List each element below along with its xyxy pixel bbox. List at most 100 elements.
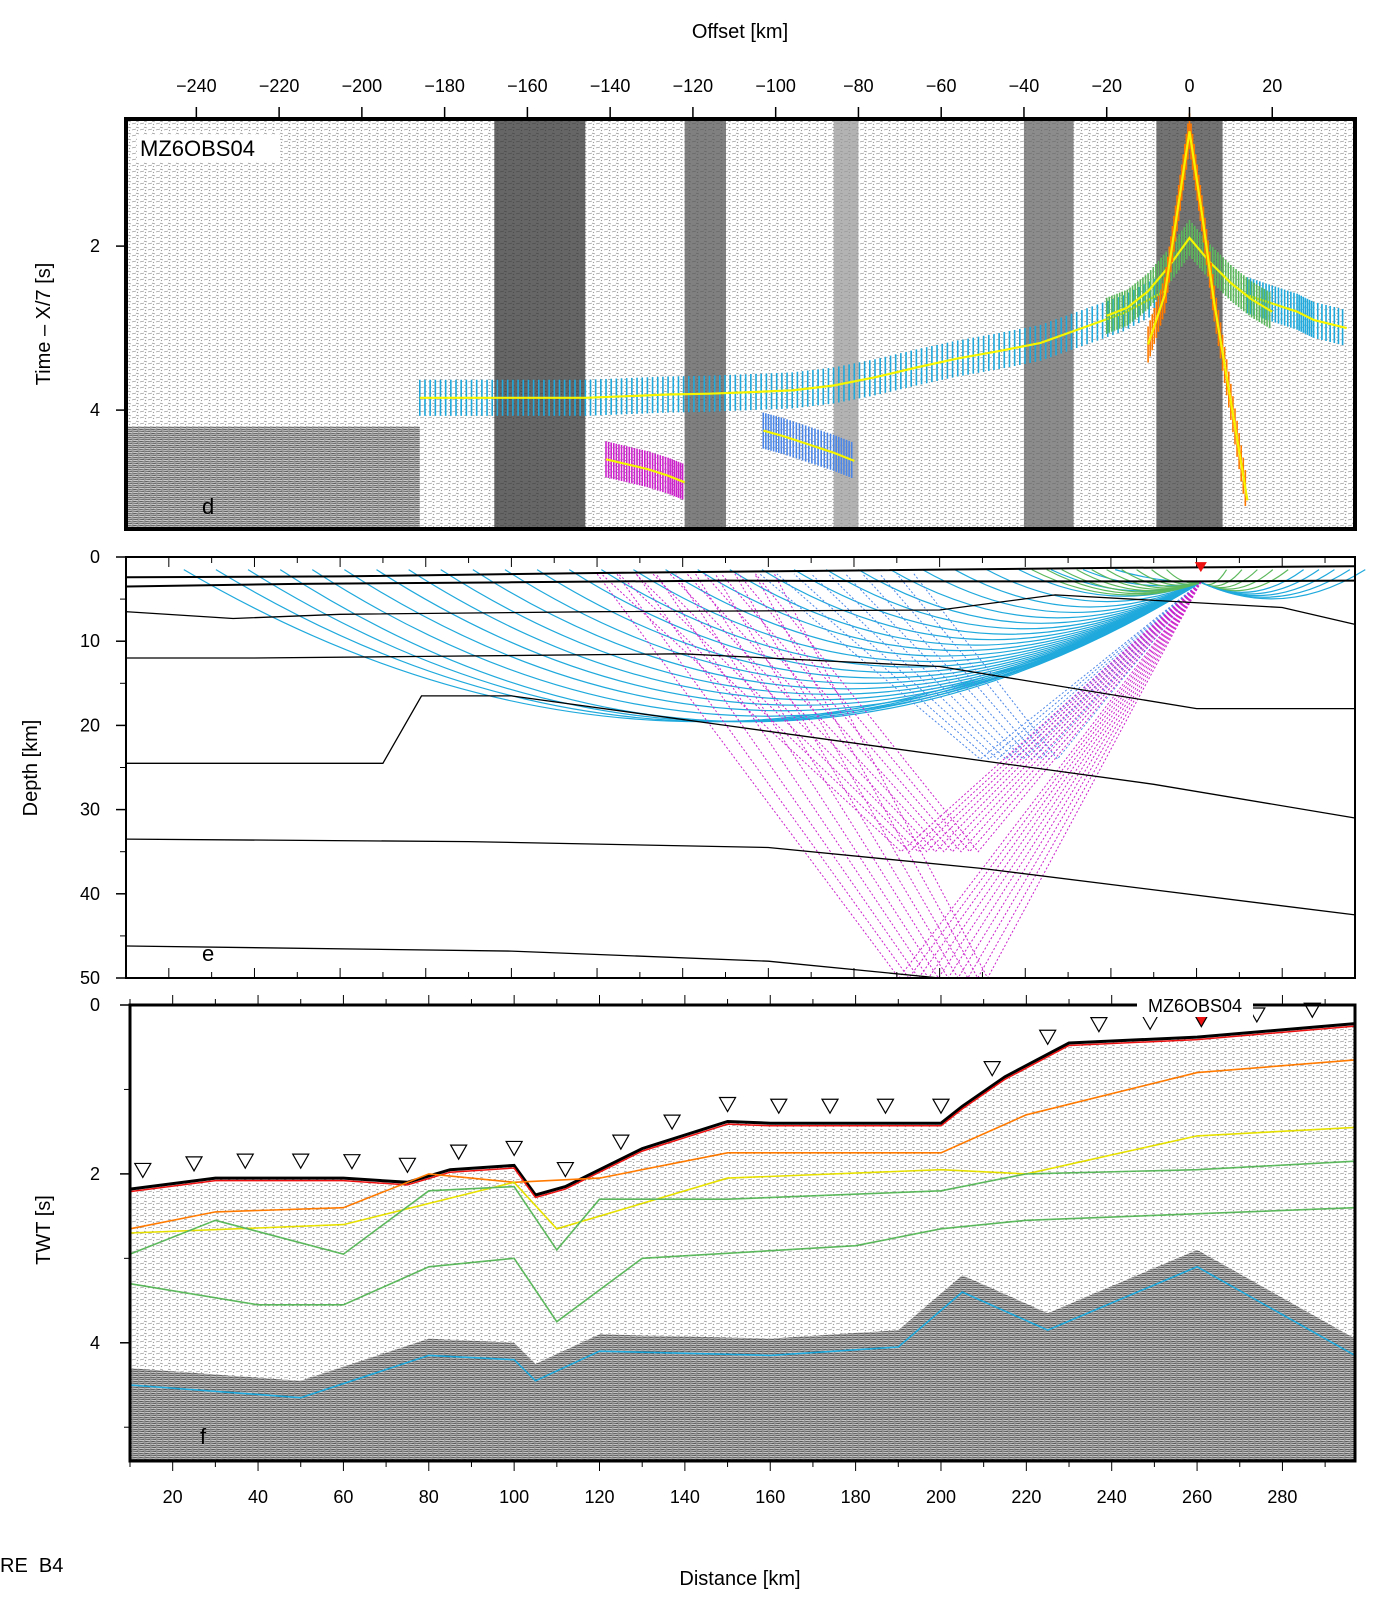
obs-marker (1089, 1017, 1108, 1033)
ray-blue (776, 573, 1202, 760)
layer-boundary-0 (125, 565, 1356, 579)
x-tick-label: 160 (755, 1487, 785, 1507)
obs-marker (663, 1114, 682, 1131)
panel-f-frame (128, 1003, 1357, 1463)
y-tick-label: 20 (80, 715, 100, 735)
x-tick-label: 200 (926, 1487, 956, 1507)
panel-d-y-ticks: 24 (90, 236, 126, 420)
x-tick-label: −220 (259, 76, 300, 96)
obs-marker (820, 1098, 840, 1115)
noise-band-4 (1156, 119, 1223, 529)
ray-magenta (737, 573, 1202, 853)
panel-d-record-section: −240 −220 −200 −180 −160 −140 −120 −100 −80 −60 −4… (33, 21, 1357, 531)
horizon-red-0 (129, 1022, 1356, 1197)
ray-cyan (183, 569, 1202, 723)
panel-f-x-ticks: 20 40 60 80 100 120 140 160 180 200 220 240 260 280 (129, 995, 1326, 1507)
x-tick-label: 120 (584, 1487, 614, 1507)
panel-f-station-label-box (1137, 995, 1253, 1017)
obs-marker (769, 1098, 788, 1115)
x-tick-label: 80 (419, 1487, 439, 1507)
ray-cyan (890, 569, 1202, 619)
x-tick-label: 40 (248, 1487, 268, 1507)
panel-e-y-ticks: 0 10 20 30 40 50 (80, 547, 126, 988)
y-tick-label: 40 (80, 884, 100, 904)
ray-magenta (720, 573, 1202, 853)
x-tick-label: 20 (1262, 76, 1282, 96)
horizon-yellow-2 (129, 1126, 1356, 1234)
obs-marker (398, 1157, 417, 1174)
panel-d-noise-bands (126, 119, 1223, 529)
x-tick-label: −120 (673, 76, 714, 96)
ray-magenta (618, 573, 1202, 853)
x-tick-label: 100 (499, 1487, 529, 1507)
y-tick-label: 0 (90, 547, 100, 567)
obs-marker (876, 1098, 895, 1115)
panel-f-x-axis-label: Distance [km] (679, 1568, 800, 1590)
ray-green (1031, 569, 1202, 596)
x-tick-label: 0 (1184, 76, 1194, 96)
ray-cyan (729, 569, 1202, 646)
obs-marker (1303, 1002, 1322, 1019)
layer-boundary-3 (126, 653, 1355, 710)
ray-cyan (922, 569, 1202, 614)
panel-d-station-label-box (137, 135, 280, 162)
x-tick-label: 240 (1097, 1487, 1127, 1507)
x-tick-label: −60 (926, 76, 957, 96)
x-tick-label: 140 (670, 1487, 700, 1507)
obs-marker (983, 1061, 1002, 1077)
ray-cyan (857, 569, 1202, 624)
x-tick-label: 220 (1011, 1487, 1041, 1507)
x-tick-label: 60 (333, 1487, 353, 1507)
y-tick-label: 2 (90, 236, 100, 256)
panel-d-x-ticks: −240 −220 −200 −180 −160 −140 −120 −100 −80 −60 −4… (176, 76, 1282, 117)
ray-blue (845, 573, 1202, 760)
x-tick-label: 260 (1182, 1487, 1212, 1507)
panel-e-velocity-model: 0 10 20 30 40 50 Depth [km] e (20, 547, 1366, 988)
ray-magenta (652, 573, 1202, 853)
obs-marker (449, 1144, 468, 1161)
ray-magenta-deep (675, 573, 1202, 979)
ray-cyan (311, 569, 1202, 717)
ray-magenta (686, 573, 1202, 853)
layer-boundary-4 (126, 695, 1356, 819)
panel-f-y-ticks: 0 2 4 (90, 995, 130, 1428)
x-tick-label: −20 (1091, 76, 1122, 96)
calc-traveltime-green-2 (1106, 236, 1273, 317)
obs-marker (291, 1153, 310, 1170)
panel-f-mcs-profile: 20 40 60 80 100 120 140 160 180 200 220 240 260 280 0… (33, 995, 1357, 1590)
y-tick-label: 10 (80, 631, 100, 651)
obs-marker (184, 1156, 204, 1173)
panel-d-picks (419, 113, 1347, 507)
y-tick-label: 0 (90, 995, 100, 1015)
ray-cyan (954, 569, 1202, 608)
panel-d-letter: d (202, 494, 214, 519)
noise-band-1 (684, 119, 727, 529)
calc-traveltime-blue-4 (763, 429, 855, 462)
x-tick-label: −80 (843, 76, 874, 96)
ray-cyan (665, 569, 1202, 657)
panel-e-station-marker (1194, 562, 1207, 573)
panel-d-frame (124, 117, 1357, 531)
calc-traveltime-orange-3 (1147, 131, 1249, 501)
ray-cyan (761, 569, 1202, 641)
ray-cyan (601, 569, 1202, 668)
obs-marker (1038, 1029, 1057, 1046)
ray-cyan (825, 569, 1202, 630)
obs-marker (505, 1140, 524, 1157)
x-tick-label: −40 (1009, 76, 1040, 96)
y-tick-label: 4 (90, 400, 100, 420)
y-tick-label: 4 (90, 1333, 100, 1353)
horizon-orange-1 (129, 1059, 1356, 1230)
calc-traveltime-magenta-5 (605, 458, 686, 484)
x-tick-label: −140 (590, 76, 631, 96)
obs-marker (133, 1162, 152, 1179)
x-tick-label: −100 (755, 76, 796, 96)
panel-e-x-ticks (125, 557, 1326, 978)
panel-d-y-axis-label: Time – X/7 [s] (33, 263, 55, 386)
panel-e-y-axis-label: Depth [km] (20, 720, 42, 817)
panel-e-background (126, 557, 1355, 978)
panel-f-y-axis-label: TWT [s] (33, 1195, 55, 1265)
panel-f-station-label: MZ6OBS04 (1148, 996, 1242, 1016)
obs-marker (611, 1134, 630, 1151)
horizon-green-3 (129, 1160, 1356, 1255)
